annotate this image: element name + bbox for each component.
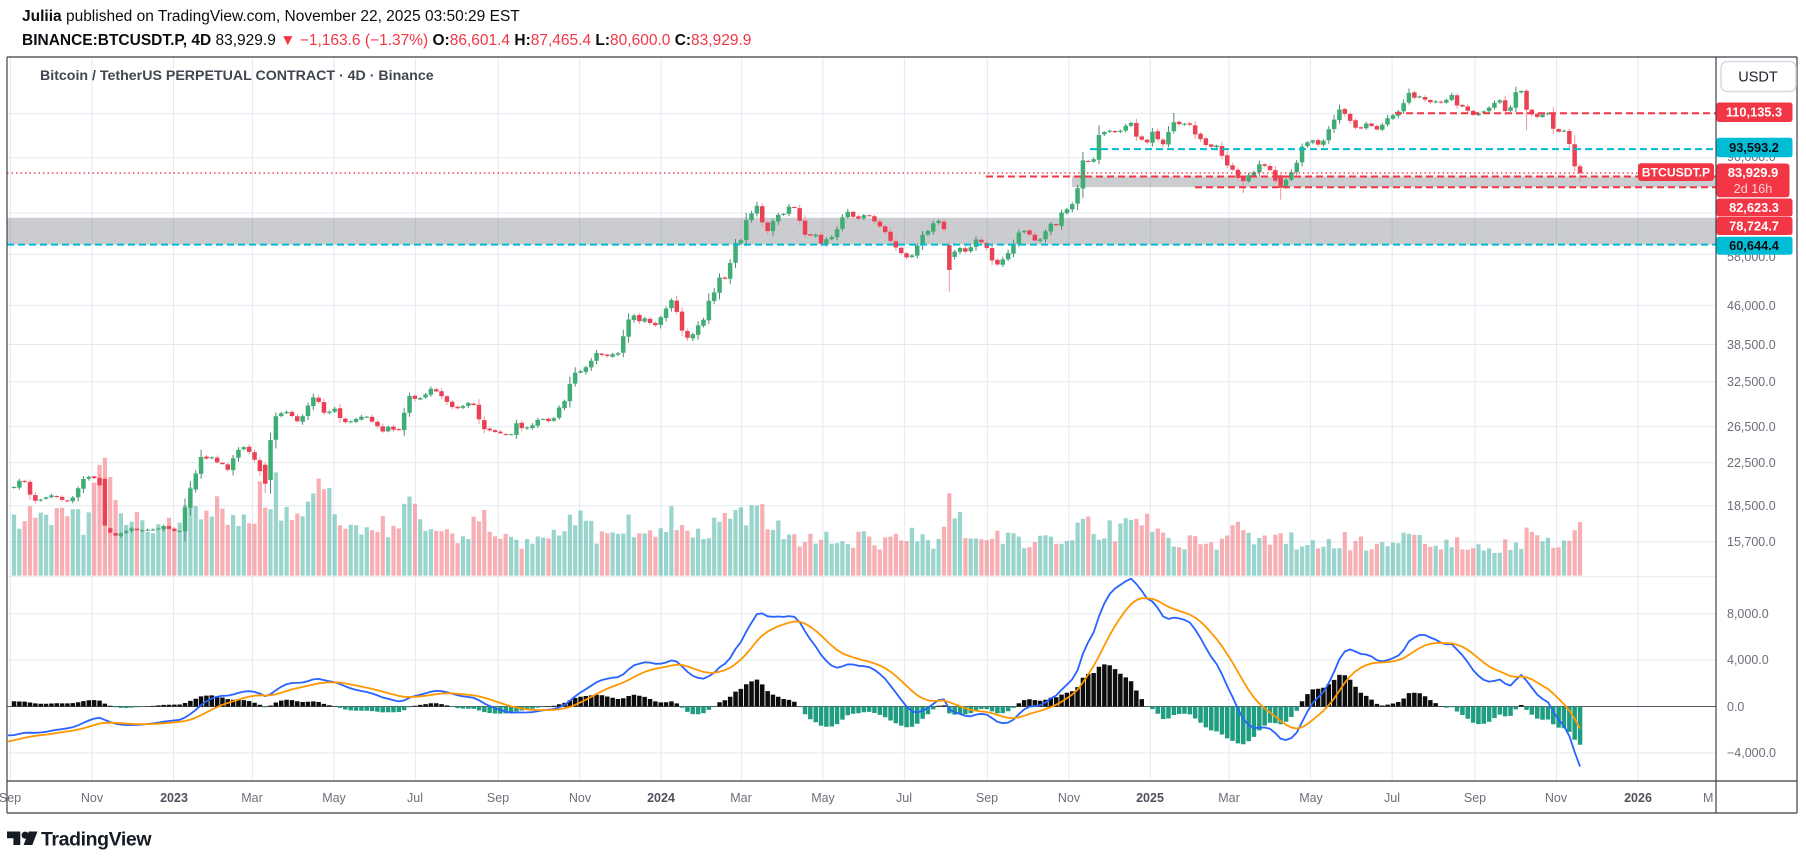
svg-text:83,929.9: 83,929.9 bbox=[1728, 165, 1779, 180]
svg-text:TradingView: TradingView bbox=[41, 829, 152, 851]
svg-text:18,500.0: 18,500.0 bbox=[1727, 499, 1776, 513]
svg-text:Mar: Mar bbox=[730, 791, 752, 805]
svg-text:Mar: Mar bbox=[241, 791, 263, 805]
svg-text:82,623.3: 82,623.3 bbox=[1729, 200, 1779, 215]
svg-text:Sep: Sep bbox=[0, 791, 21, 805]
svg-text:110,135.3: 110,135.3 bbox=[1726, 105, 1782, 120]
svg-text:32,500.0: 32,500.0 bbox=[1727, 375, 1776, 389]
svg-text:2024: 2024 bbox=[647, 791, 675, 805]
svg-text:Nov: Nov bbox=[1545, 791, 1568, 805]
svg-text:Jul: Jul bbox=[1384, 791, 1400, 805]
svg-text:0.0: 0.0 bbox=[1727, 700, 1744, 714]
svg-text:Mar: Mar bbox=[1218, 791, 1240, 805]
svg-text:Nov: Nov bbox=[81, 791, 104, 805]
svg-text:Sep: Sep bbox=[487, 791, 509, 805]
svg-text:93,593.2: 93,593.2 bbox=[1729, 140, 1779, 155]
svg-text:M: M bbox=[1703, 791, 1713, 805]
svg-text:Bitcoin / TetherUS PERPETUAL C: Bitcoin / TetherUS PERPETUAL CONTRACT · … bbox=[40, 68, 434, 84]
svg-text:2d 16h: 2d 16h bbox=[1734, 182, 1773, 196]
svg-text:78,724.7: 78,724.7 bbox=[1729, 218, 1779, 233]
svg-text:BINANCE:BTCUSDT.P, 4D 83,929.9: BINANCE:BTCUSDT.P, 4D 83,929.9 ▼ −1,163.… bbox=[22, 32, 751, 49]
svg-text:−4,000.0: −4,000.0 bbox=[1727, 746, 1776, 760]
svg-text:46,000.0: 46,000.0 bbox=[1727, 299, 1776, 313]
svg-text:15,700.0: 15,700.0 bbox=[1727, 535, 1776, 549]
svg-text:Jul: Jul bbox=[896, 791, 912, 805]
svg-text:Sep: Sep bbox=[976, 791, 998, 805]
svg-text:38,500.0: 38,500.0 bbox=[1727, 338, 1776, 352]
svg-text:BTCUSDT.P: BTCUSDT.P bbox=[1642, 166, 1710, 180]
svg-text:2026: 2026 bbox=[1624, 791, 1652, 805]
svg-text:USDT: USDT bbox=[1738, 70, 1778, 86]
svg-text:2023: 2023 bbox=[160, 791, 188, 805]
svg-text:Jul: Jul bbox=[407, 791, 423, 805]
svg-text:Nov: Nov bbox=[1058, 791, 1081, 805]
svg-text:8,000.0: 8,000.0 bbox=[1727, 607, 1769, 621]
svg-text:May: May bbox=[322, 791, 346, 805]
svg-text:2025: 2025 bbox=[1136, 791, 1164, 805]
svg-text:60,644.4: 60,644.4 bbox=[1729, 238, 1780, 253]
svg-text:Nov: Nov bbox=[569, 791, 592, 805]
svg-text:May: May bbox=[811, 791, 835, 805]
svg-text:22,500.0: 22,500.0 bbox=[1727, 456, 1776, 470]
svg-text:26,500.0: 26,500.0 bbox=[1727, 420, 1776, 434]
svg-text:Sep: Sep bbox=[1464, 791, 1486, 805]
svg-text:Juliia published on TradingVie: Juliia published on TradingView.com, Nov… bbox=[22, 8, 520, 25]
svg-text:May: May bbox=[1299, 791, 1323, 805]
svg-text:4,000.0: 4,000.0 bbox=[1727, 653, 1769, 667]
